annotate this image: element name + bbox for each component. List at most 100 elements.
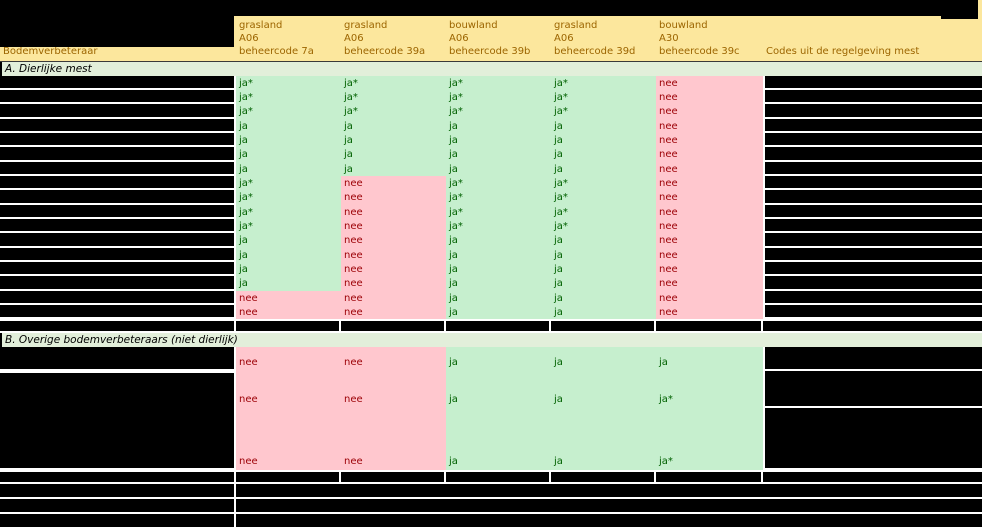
cell-a16-c1: nee: [236, 291, 341, 305]
cell-a6-c3: ja: [446, 147, 551, 162]
redacted-cell: [763, 162, 982, 176]
cell-a17-c3: ja: [446, 305, 551, 319]
cell-a14-c2: nee: [341, 262, 446, 276]
cell-a10-c5: nee: [656, 205, 763, 219]
header-beheercode-39a: grasland A06 beheercode 39a: [344, 20, 426, 57]
cell-a7-c2: ja: [341, 162, 446, 176]
cell-a4-c2: ja: [341, 119, 446, 133]
redacted-cell: [763, 119, 982, 133]
cell-b3-c4: ja: [551, 408, 656, 470]
cell-a1-c2: ja*: [341, 76, 446, 90]
cell-a9-c2: nee: [341, 190, 446, 205]
redacted-cell: [341, 470, 446, 484]
redacted-cell: [0, 470, 236, 484]
redacted-cell: [763, 371, 982, 408]
redacted-cell: [763, 176, 982, 190]
cell-a10-c3: ja*: [446, 205, 551, 219]
cell-a13-c3: ja: [446, 248, 551, 262]
redacted-cell: [763, 347, 982, 371]
cell-a10-c4: ja*: [551, 205, 656, 219]
cell-a1-c4: ja*: [551, 76, 656, 90]
redacted-cell: [446, 470, 551, 484]
cell-b1-c1: nee: [236, 347, 341, 371]
redacted-cell: [656, 470, 763, 484]
cell-b1-c5: ja: [656, 347, 763, 371]
cell-a17-c1: nee: [236, 305, 341, 319]
redacted-cell: [763, 76, 982, 90]
cell-a6-c1: ja: [236, 147, 341, 162]
cell-a11-c4: ja*: [551, 219, 656, 233]
cell-a13-c1: ja: [236, 248, 341, 262]
cell-a7-c1: ja: [236, 162, 341, 176]
cell-a15-c2: nee: [341, 276, 446, 291]
cell-a1-c5: nee: [656, 76, 763, 90]
cell-a8-c5: nee: [656, 176, 763, 190]
cell-a5-c2: ja: [341, 133, 446, 147]
cell-a5-c3: ja: [446, 133, 551, 147]
cell-a2-c5: nee: [656, 90, 763, 104]
redaction-top-bar-step: [941, 0, 978, 19]
cell-a9-c4: ja*: [551, 190, 656, 205]
cell-a4-c4: ja: [551, 119, 656, 133]
header-beheercode-39b: bouwland A06 beheercode 39b: [449, 20, 531, 57]
redacted-cell: [0, 233, 236, 248]
cell-a5-c1: ja: [236, 133, 341, 147]
cell-a2-c4: ja*: [551, 90, 656, 104]
redacted-cell: [236, 470, 341, 484]
cell-a8-c2: nee: [341, 176, 446, 190]
cell-a7-c4: ja: [551, 162, 656, 176]
cell-a13-c5: nee: [656, 248, 763, 262]
section-b-band: B. Overige bodemverbeteraars (niet dierl…: [0, 333, 982, 347]
cell-a1-c1: ja*: [236, 76, 341, 90]
redacted-cell: [0, 104, 236, 119]
redacted-cell: [0, 262, 236, 276]
redacted-cell: [763, 305, 982, 319]
cell-a11-c5: nee: [656, 219, 763, 233]
header-codes-column: Codes uit de regelgeving mest: [766, 46, 920, 57]
redacted-cell: [763, 248, 982, 262]
cell-a17-c4: ja: [551, 305, 656, 319]
redacted-cell: [0, 90, 236, 104]
redacted-cell: [763, 205, 982, 219]
cell-a6-c4: ja: [551, 147, 656, 162]
cell-b2-c2: nee: [341, 371, 446, 408]
cell-a13-c2: nee: [341, 248, 446, 262]
redacted-cell: [763, 408, 982, 470]
redacted-cell: [763, 219, 982, 233]
cell-a11-c1: ja*: [236, 219, 341, 233]
redacted-cell: [0, 347, 236, 371]
redacted-cell: [0, 133, 236, 147]
cell-a8-c3: ja*: [446, 176, 551, 190]
cell-a16-c5: nee: [656, 291, 763, 305]
cell-a4-c1: ja: [236, 119, 341, 133]
redacted-cell: [0, 305, 236, 319]
header-row-label: Bodemverbeteraar: [3, 46, 98, 57]
cell-a3-c1: ja*: [236, 104, 341, 119]
cell-a17-c5: nee: [656, 305, 763, 319]
cell-a15-c1: ja: [236, 276, 341, 291]
cell-a10-c1: ja*: [236, 205, 341, 219]
cell-a15-c3: ja: [446, 276, 551, 291]
cell-a14-c4: ja: [551, 262, 656, 276]
cell-b2-c1: nee: [236, 371, 341, 408]
cell-a3-c2: ja*: [341, 104, 446, 119]
cell-a2-c1: ja*: [236, 90, 341, 104]
redacted-cell: [0, 162, 236, 176]
redacted-cell: [0, 219, 236, 233]
cell-b2-c3: ja: [446, 371, 551, 408]
redacted-cell: [763, 190, 982, 205]
redacted-cell: [763, 104, 982, 119]
redacted-cell: [551, 470, 656, 484]
redacted-cell: [0, 176, 236, 190]
redacted-cell: [0, 190, 236, 205]
cell-a12-c1: ja: [236, 233, 341, 248]
cell-a7-c5: nee: [656, 162, 763, 176]
cell-a11-c2: nee: [341, 219, 446, 233]
section-b-label: B. Overige bodemverbeteraars (niet dierl…: [5, 334, 238, 346]
cell-a9-c5: nee: [656, 190, 763, 205]
header-beheercode-7a: grasland A06 beheercode 7a: [239, 20, 314, 57]
cell-a15-c4: ja: [551, 276, 656, 291]
redacted-cell: [236, 499, 982, 514]
redacted-cell: [763, 233, 982, 248]
